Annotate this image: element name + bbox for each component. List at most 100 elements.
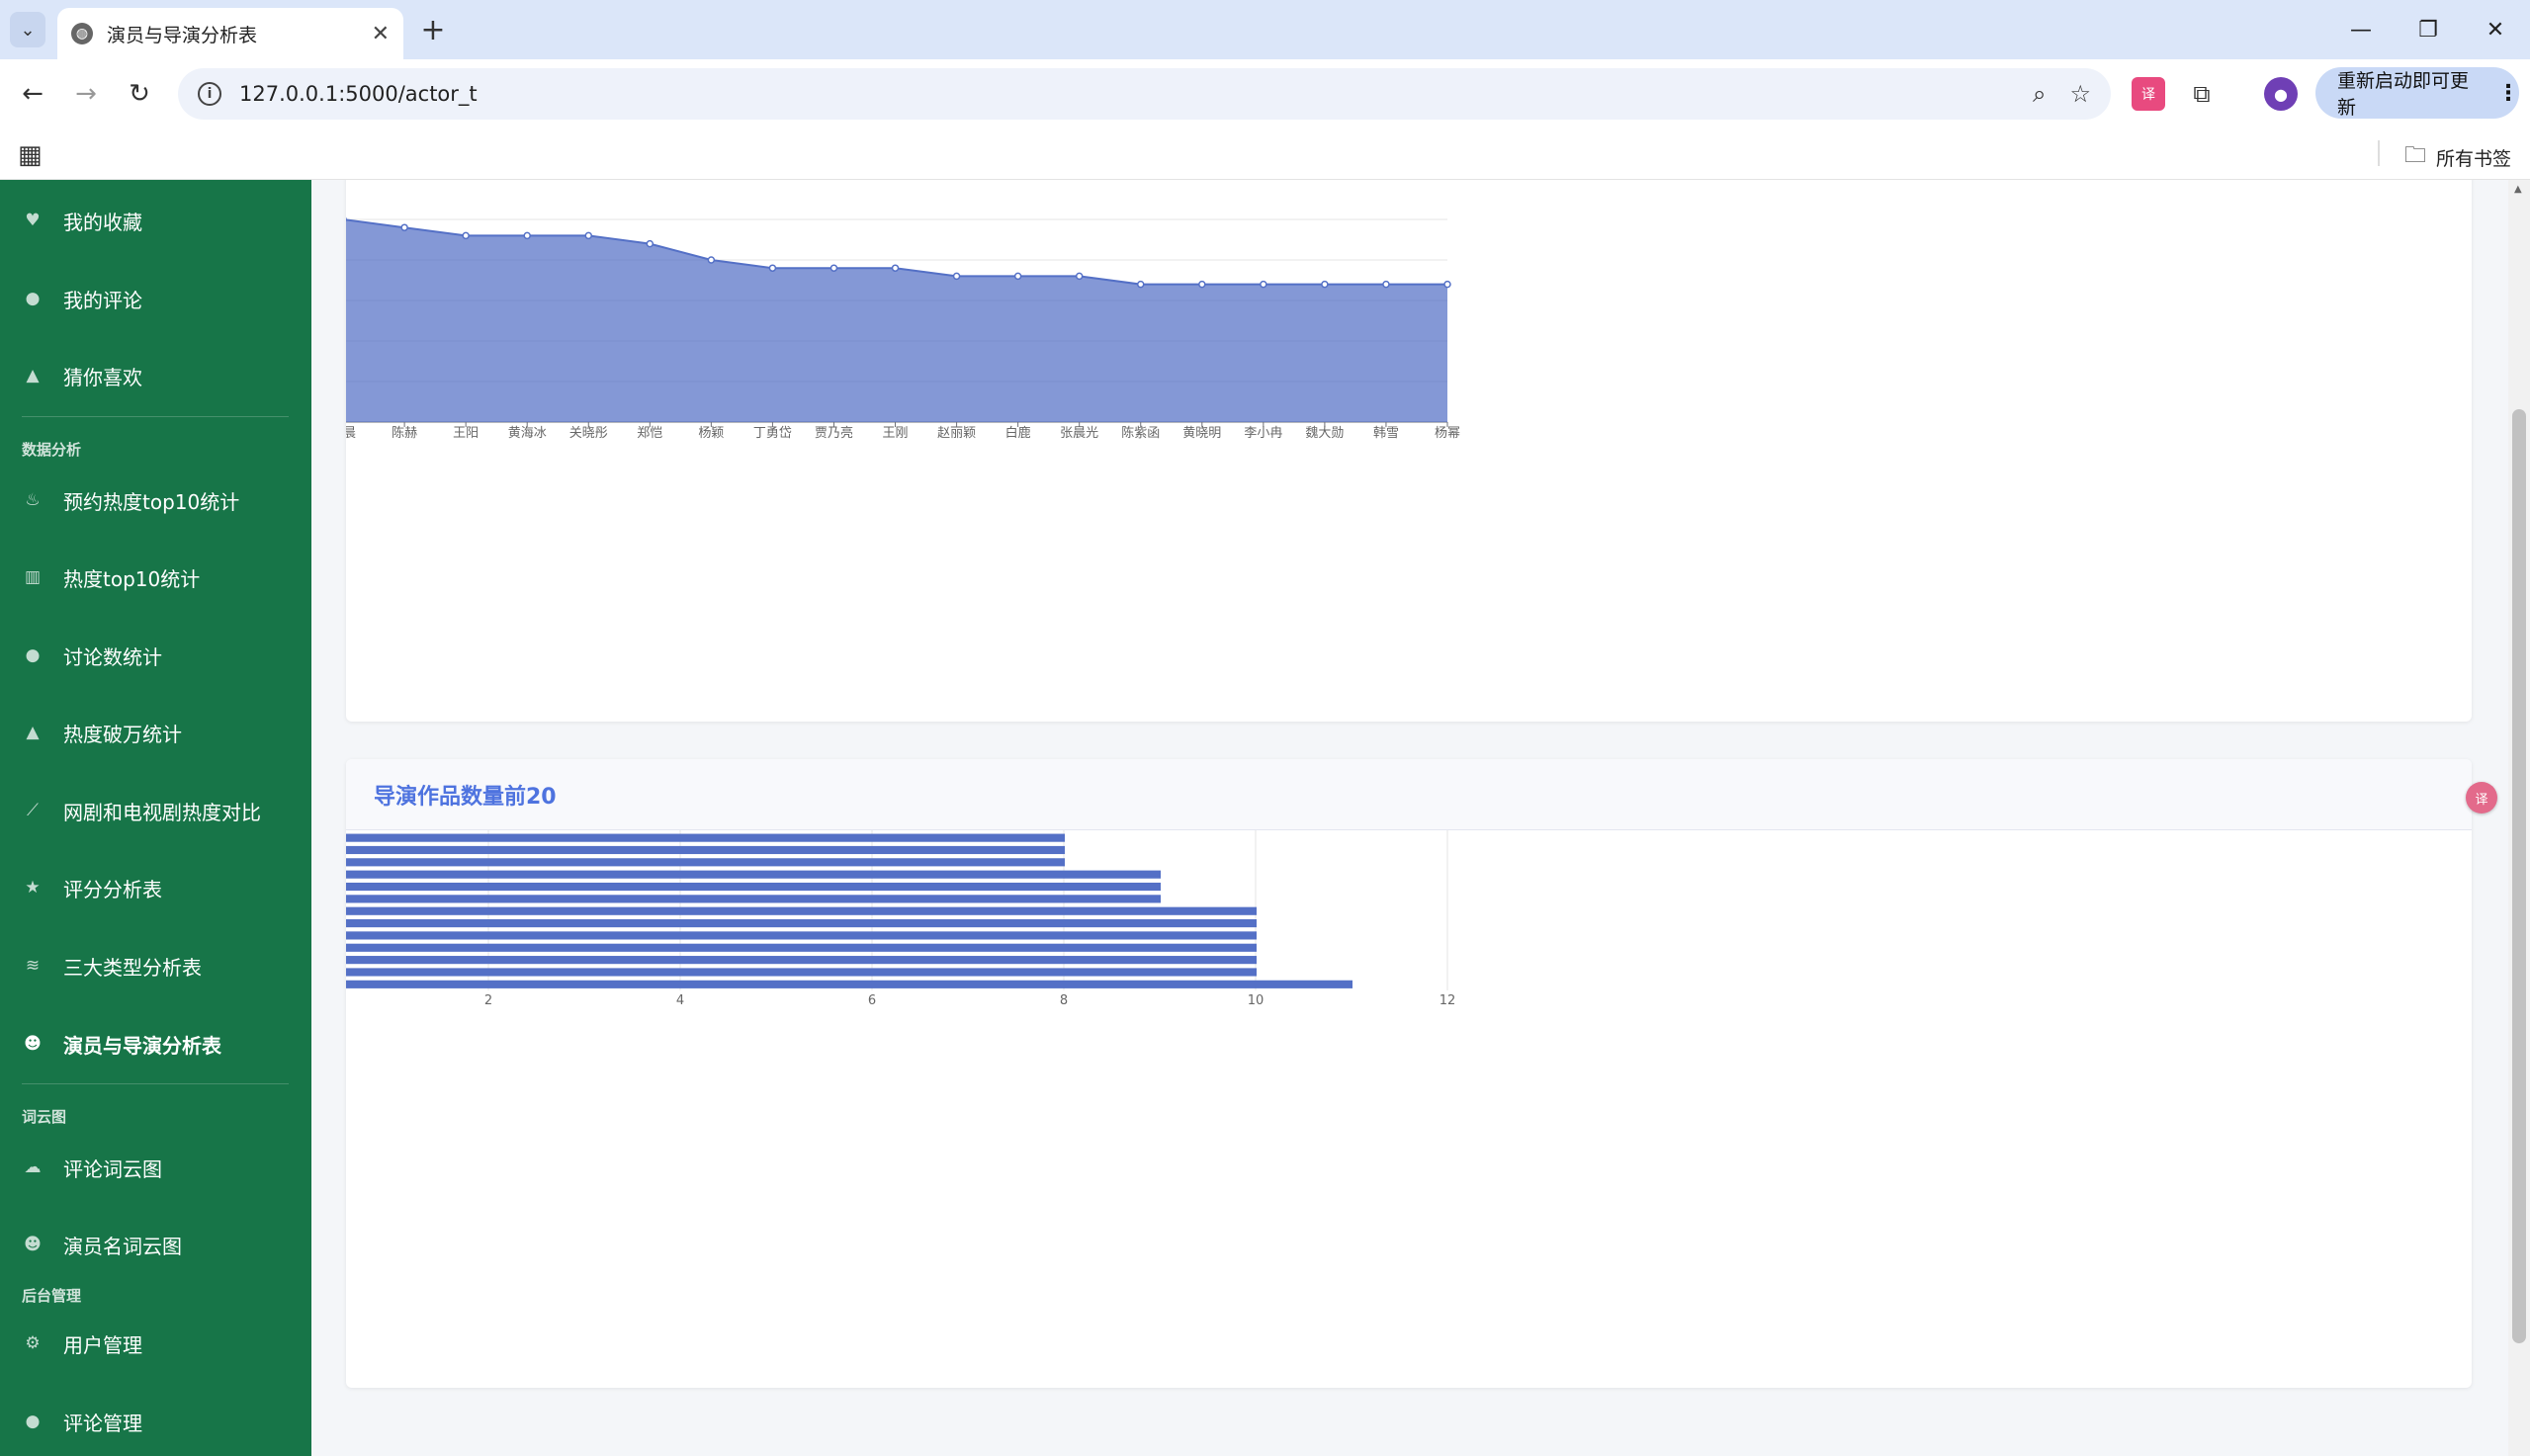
sidebar-heading-admin: 后台管理 [22,1287,82,1305]
translate-extension-icon[interactable]: 译 [2132,77,2165,111]
scroll-up-arrow-icon[interactable]: ▲ [2514,184,2522,195]
bar [346,845,1065,855]
url-text[interactable]: 127.0.0.1:5000/actor_t [239,82,478,106]
x-tick-label: 杨幂 [1435,426,1460,441]
bar [346,833,1065,842]
data-point [829,264,838,272]
bookmark-divider [2378,140,2380,166]
sidebar-item-comment-cloud[interactable]: ☁ 评论词云图 [0,1141,311,1194]
x-tick-label: 陈赫 [392,425,417,441]
sidebar-item-label: 我的收藏 [63,210,142,234]
star-icon: ★ [25,878,41,898]
data-point [1075,272,1084,281]
sidebar-item-user-management[interactable]: ⚙ 用户管理 [0,1317,311,1370]
update-label: 重新启动即可更新 [2337,70,2470,119]
x-tick-label: 关晓彤 [569,426,608,441]
sidebar-divider [22,416,289,417]
comments-icon: ● [25,645,41,665]
sidebar-heading-analysis: 数据分析 [22,441,82,459]
bar [346,870,1161,879]
sidebar-item-comment-management[interactable]: ● 评论管理 [0,1395,311,1448]
users-icon: ☻ [24,1034,42,1054]
bar-chart-icon: ▥ [24,567,42,587]
sidebar: ♥ 我的收藏 ● 我的评论 ▲ 猜你喜欢 数据分析 ♨ 预约热度top10统计 … [0,180,311,1456]
profile-avatar-icon[interactable]: ● [2264,77,2298,111]
director-bar-chart: 作品数量/个024681012黄文利蒋家骏赖水清李慧珠李骏黄祖权麦田于敏黄伟杰丁… [346,830,1456,1008]
sidebar-item-web-vs-tv[interactable]: ⟋ 网剧和电视剧热度对比 [0,784,311,837]
main-content: 参演/次051015202530沙溢李晨陈赫王阳黄海冰关晓彤郑恺杨颖丁勇岱贾乃亮… [311,180,2508,1456]
sidebar-item-discussion-stats[interactable]: ● 讨论数统计 [0,629,311,682]
tab-title: 演员与导演分析表 [107,24,258,46]
comment-icon: ● [25,289,41,308]
data-point [584,231,593,240]
back-arrow-icon[interactable]: ← [22,79,44,109]
sidebar-item-heat-top10[interactable]: ▥ 热度top10统计 [0,551,311,604]
bookmark-star-icon[interactable]: ☆ [2069,80,2091,108]
sidebar-item-actor-cloud[interactable]: ☻ 演员名词云图 [0,1218,311,1271]
data-point [523,231,531,240]
sidebar-item-label: 讨论数统计 [63,644,162,669]
sidebar-item-recommend[interactable]: ▲ 猜你喜欢 [0,349,311,402]
window-close-icon[interactable]: ✕ [2486,17,2505,43]
x-tick-label: 12 [1439,993,1456,1008]
sidebar-divider [22,1083,289,1084]
bar [346,968,1257,977]
page-scrollbar[interactable]: ▲ [2508,180,2530,1456]
sidebar-item-label: 三大类型分析表 [63,955,202,980]
sidebar-item-label: 热度top10统计 [63,566,201,591]
x-tick-label: 贾乃亮 [815,425,853,441]
sidebar-item-my-comments[interactable]: ● 我的评论 [0,272,311,325]
tab-list-chevron-icon[interactable]: ⌄ [10,12,45,47]
new-tab-plus-icon[interactable]: + [420,12,446,47]
all-bookmarks-button[interactable]: 🗀 所有书签 [2404,138,2511,176]
sidebar-item-genre-analysis[interactable]: ≋ 三大类型分析表 [0,939,311,992]
sidebar-item-label: 我的评论 [63,288,142,312]
x-tick-label: 李小冉 [1244,426,1282,441]
sidebar-item-label: 评论词云图 [63,1156,162,1181]
tab-close-icon[interactable]: ✕ [371,21,390,46]
sidebar-item-heat-over-10k[interactable]: ▲ 热度破万统计 [0,706,311,759]
x-tick-label: 6 [868,993,876,1008]
thumbs-up-icon: ▲ [26,366,40,385]
floating-translate-icon[interactable]: 译 [2466,782,2497,814]
sidebar-item-actor-director[interactable]: ☻ 演员与导演分析表 [0,1017,311,1071]
zoom-icon[interactable]: ⌕ [2033,80,2047,108]
x-tick-label: 王阳 [453,426,479,441]
x-tick-label: 韩雪 [1373,426,1399,441]
sidebar-item-label: 评论管理 [63,1411,142,1435]
forward-arrow-icon[interactable]: → [75,79,97,109]
bar [346,943,1257,952]
restore-icon[interactable]: ❐ [2418,17,2438,43]
director-chart-card: 导演作品数量前20 作品数量/个024681012黄文利蒋家骏赖水清李慧珠李骏黄… [346,759,2472,1388]
data-point [646,239,654,248]
minimize-icon[interactable]: — [2350,17,2372,43]
folder-icon: 🗀 [2404,143,2427,168]
x-tick-label: 李晨 [346,426,356,441]
data-point [768,264,777,272]
sidebar-item-favorites[interactable]: ♥ 我的收藏 [0,194,311,247]
sidebar-item-label: 演员与导演分析表 [63,1033,221,1058]
user-group-icon: ☻ [24,1235,42,1254]
data-point [891,264,900,272]
browser-tab[interactable]: ◍ 演员与导演分析表 ✕ [57,8,403,59]
line-chart-icon: ⟋ [27,801,39,820]
actor-area-chart: 参演/次051015202530沙溢李晨陈赫王阳黄海冰关晓彤郑恺杨颖丁勇岱贾乃亮… [346,216,1460,441]
scroll-thumb[interactable] [2512,409,2526,1343]
address-bar[interactable]: i 127.0.0.1:5000/actor_t ⌕ ☆ [178,68,2111,120]
data-point [400,223,408,231]
bar [346,980,1352,988]
x-tick-label: 黄晓明 [1182,426,1221,441]
sidebar-item-reservation-top10[interactable]: ♨ 预约热度top10统计 [0,473,311,527]
extensions-puzzle-icon[interactable]: ⧉ [2193,80,2211,108]
data-point [707,256,716,264]
data-point [1321,280,1329,289]
reload-icon[interactable]: ↻ [129,79,150,109]
x-tick-label: 丁勇岱 [753,426,792,441]
apps-grid-icon[interactable]: ▦ [18,140,43,170]
globe-icon: ◍ [71,23,93,44]
sidebar-item-rating-analysis[interactable]: ★ 评分分析表 [0,861,311,914]
update-button[interactable]: 重新启动即可更新 ⋮ [2315,67,2519,119]
bar [346,858,1065,867]
site-info-icon[interactable]: i [198,82,221,106]
sidebar-item-label: 演员名词云图 [63,1234,182,1258]
